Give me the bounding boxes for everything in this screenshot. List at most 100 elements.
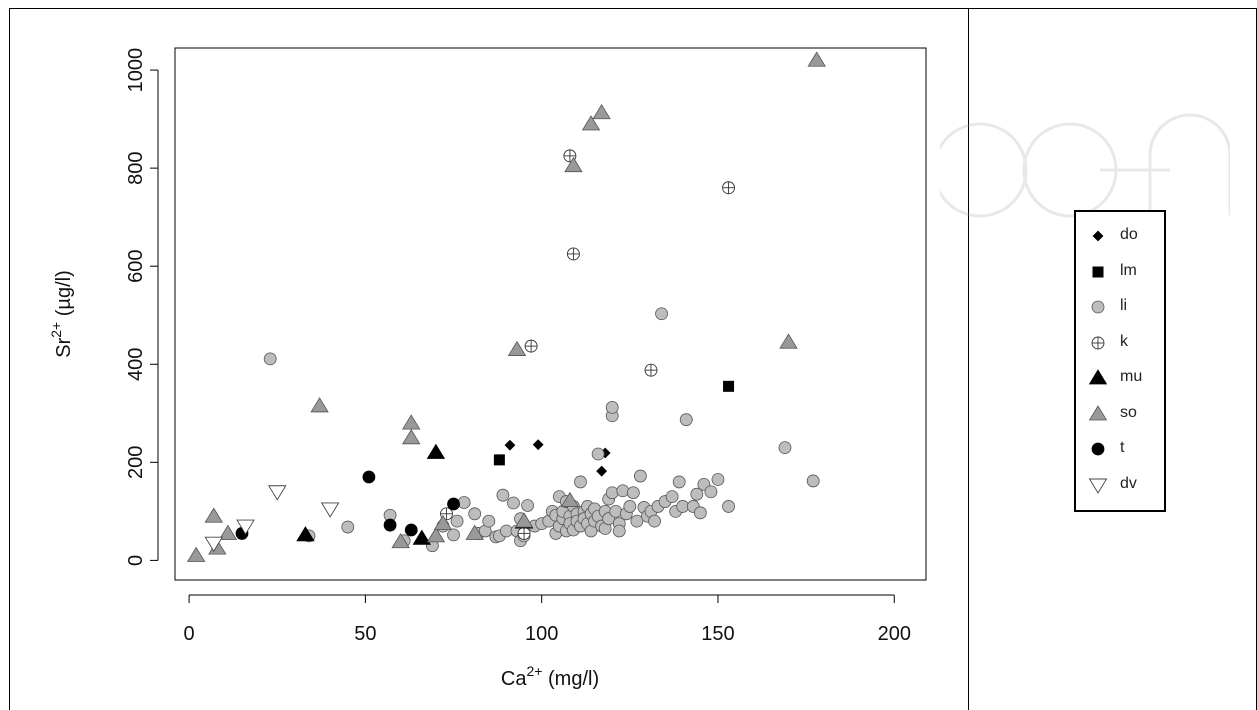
data-point-mu: [296, 526, 315, 542]
data-point-do: [596, 465, 608, 477]
legend-marker-lm: [1092, 266, 1104, 277]
data-point-li: [693, 506, 707, 520]
legend: do lm li k mu so t dv: [1074, 210, 1166, 512]
data-point-li: [665, 490, 679, 504]
x-tick-label: 200: [878, 623, 911, 645]
legend-symbol-k: [1091, 336, 1105, 349]
data-point-li: [521, 499, 534, 512]
data-point-so: [433, 514, 453, 531]
data-point-li: [655, 307, 668, 321]
legend-label: mu: [1120, 368, 1143, 385]
data-point-so: [592, 103, 611, 120]
points-layer: [186, 51, 826, 562]
x-tick-label: 150: [701, 623, 734, 645]
data-point-k: [644, 363, 658, 377]
legend-symbol-dv: [1088, 478, 1108, 494]
data-point-li: [778, 441, 792, 455]
data-point-li: [457, 496, 471, 509]
data-point-dv: [320, 502, 340, 518]
legend-item-dv: dv: [1076, 469, 1168, 505]
data-point-li: [623, 500, 637, 513]
data-point-so: [465, 524, 484, 540]
data-point-li: [609, 504, 623, 518]
legend-label: k: [1120, 332, 1128, 350]
data-point-li: [711, 473, 725, 486]
data-point-li: [806, 474, 820, 488]
data-point-k: [566, 247, 580, 261]
data-point-li: [612, 524, 626, 538]
data-point-k: [722, 181, 736, 195]
legend-marker-do: [1092, 230, 1104, 242]
x-axis-title: Ca2+ (mg/l): [501, 663, 599, 690]
legend-symbol-so: [1088, 404, 1108, 420]
legend-item-so: so: [1076, 398, 1168, 434]
legend-item-k: k: [1076, 327, 1168, 363]
legend-symbol-t: [1091, 442, 1105, 456]
legend-label: t: [1120, 439, 1125, 456]
data-point-do: [532, 439, 544, 451]
data-point-so: [310, 397, 329, 413]
y-tick-label: 400: [125, 348, 147, 381]
data-point-t: [362, 470, 376, 484]
data-point-mu: [412, 529, 432, 545]
legend-symbol-lm: [1092, 266, 1104, 277]
plot-area: [174, 47, 927, 581]
legend-marker-t: [1091, 442, 1105, 456]
data-point-li: [672, 475, 686, 489]
legend-label: lm: [1120, 261, 1137, 279]
y-tick-label: 1000: [125, 48, 147, 93]
data-point-li: [263, 352, 277, 366]
legend-marker-mu: [1088, 369, 1108, 385]
y-tick-label: 0: [125, 555, 147, 566]
data-point-li: [630, 514, 644, 528]
data-point-li: [605, 486, 619, 500]
legend-marker-li: [1091, 300, 1105, 314]
data-point-so: [507, 340, 527, 356]
data-point-li: [679, 413, 693, 427]
data-point-dv: [204, 536, 224, 553]
watermark-logo: [940, 113, 1230, 218]
data-point-li: [690, 487, 704, 501]
data-point-so: [564, 156, 583, 173]
data-point-k: [524, 339, 538, 353]
data-point-li: [468, 507, 482, 521]
data-point-li: [341, 520, 355, 534]
data-point-so: [560, 491, 580, 507]
data-point-li: [626, 486, 640, 500]
legend-label: dv: [1120, 474, 1137, 492]
y-tick-label: 600: [125, 250, 147, 283]
data-point-li: [574, 475, 587, 489]
x-tick-label: 0: [184, 623, 195, 645]
legend-label: li: [1120, 297, 1128, 314]
data-point-li: [496, 488, 510, 502]
legend-symbol-mu: [1088, 369, 1108, 385]
data-point-t: [447, 497, 460, 511]
data-point-lm: [493, 454, 505, 466]
data-point-do: [504, 439, 516, 451]
y-tick-label: 800: [125, 151, 147, 184]
data-point-li: [447, 528, 460, 542]
x-tick-label: 50: [354, 623, 376, 645]
data-point-li: [722, 500, 735, 513]
legend-item-mu: mu: [1076, 362, 1168, 398]
legend-item-do: do: [1076, 220, 1168, 256]
data-point-so: [218, 524, 238, 540]
legend-marker-dv: [1088, 478, 1108, 494]
data-point-t: [383, 518, 397, 532]
data-point-li: [704, 485, 718, 499]
data-point-so: [402, 429, 421, 445]
legend-marker-so: [1088, 404, 1108, 420]
data-point-dv: [236, 519, 255, 535]
data-point-so: [391, 532, 410, 549]
figure-frame-right-cell: [968, 8, 1257, 710]
data-point-li: [507, 496, 520, 510]
data-point-so: [807, 51, 826, 67]
data-point-so: [204, 507, 223, 523]
data-point-li: [450, 514, 464, 528]
data-point-so: [186, 546, 206, 562]
x-tick-label: 100: [525, 623, 558, 645]
data-point-so: [581, 115, 601, 131]
legend-item-lm: lm: [1076, 256, 1168, 292]
